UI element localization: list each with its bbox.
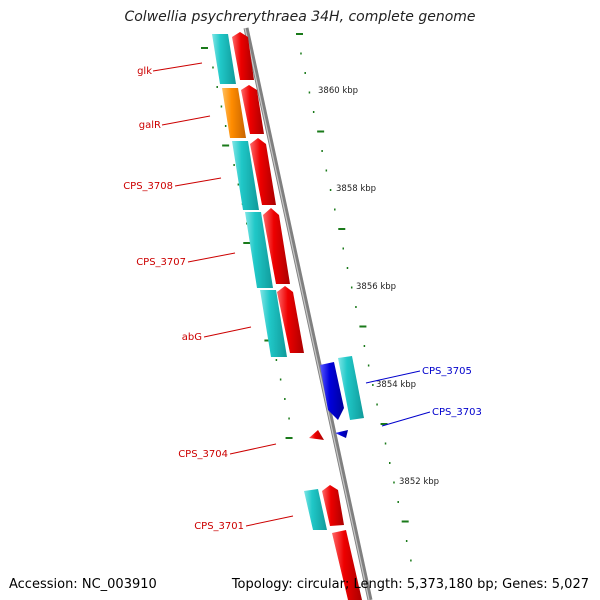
topology-value: circular: [296, 577, 345, 592]
gene-cps3708-reverse[interactable]: [232, 141, 259, 210]
gene-label-cps3705[interactable]: CPS_3705: [422, 366, 472, 377]
gene-partial-forward[interactable]: [332, 530, 362, 600]
label-connector-cps3705: [365, 370, 421, 384]
genome-backbone: [243, 27, 373, 600]
accession-label: Accession:: [9, 577, 78, 592]
label-connector-cps3701: [245, 515, 294, 527]
gene-cps3705-reverse[interactable]: [338, 356, 364, 420]
genome-summary: Topology: circular; Length: 5,373,180 bp…: [231, 577, 589, 592]
gene-abG-forward[interactable]: [277, 286, 304, 353]
gene-cps3705[interactable]: [320, 362, 344, 420]
gene-glk-reverse[interactable]: [212, 34, 236, 84]
length-label: Length:: [353, 577, 403, 592]
gene-glk-forward[interactable]: [232, 32, 254, 80]
accession-info: Accession: NC_003910: [9, 577, 157, 592]
scale-tick-label: 3856 kbp: [356, 282, 396, 292]
gene-cps3708-forward[interactable]: [250, 138, 276, 205]
gene-cps3707-reverse[interactable]: [245, 212, 273, 288]
gene-cps3703[interactable]: [335, 430, 348, 438]
genes-label: Genes:: [502, 577, 548, 592]
gene-cps3704-forward[interactable]: [309, 430, 324, 440]
gene-label-cps3704[interactable]: CPS_3704: [178, 449, 228, 460]
scale-tick-label: 3860 kbp: [318, 86, 358, 96]
gene-cps3701-reverse[interactable]: [304, 489, 327, 530]
label-connector-cps3707: [187, 252, 236, 263]
accession-value: NC_003910: [81, 577, 157, 592]
label-connector-cps3703: [381, 411, 431, 427]
scale-tick-label: 3858 kbp: [336, 184, 376, 194]
topology-label: Topology:: [231, 577, 293, 592]
scale-tick-label: 3852 kbp: [399, 477, 439, 487]
gene-abG-reverse[interactable]: [260, 290, 287, 357]
gene-label-cps3703[interactable]: CPS_3703: [432, 407, 482, 418]
gene-label-abG[interactable]: abG: [182, 332, 202, 343]
label-connector-abG: [203, 326, 252, 338]
gene-cps3707-forward[interactable]: [263, 208, 290, 284]
label-connector-cps3704: [229, 443, 277, 455]
outer-tick-track: [296, 33, 412, 562]
label-connector-glk: [152, 62, 203, 72]
scale-tick-label: 3854 kbp: [376, 380, 416, 390]
gene-cps3701-forward[interactable]: [322, 485, 344, 526]
label-connector-galR: [161, 115, 211, 126]
length-value: 5,373,180 bp: [406, 577, 494, 592]
gene-label-cps3707[interactable]: CPS_3707: [136, 257, 186, 268]
gene-galR-regulator[interactable]: [222, 88, 246, 138]
gene-galR-forward[interactable]: [241, 85, 264, 134]
gene-label-glk[interactable]: glk: [137, 66, 152, 77]
gene-label-cps3701[interactable]: CPS_3701: [194, 521, 244, 532]
gene-label-cps3708[interactable]: CPS_3708: [123, 181, 173, 192]
label-connector-cps3708: [174, 177, 222, 187]
genome-backbone-highlight: [244, 27, 370, 600]
genes-value: 5,027: [551, 577, 589, 592]
gene-label-galR[interactable]: galR: [139, 120, 161, 131]
map-title: Colwellia psychrerythraea 34H, complete …: [124, 9, 476, 25]
